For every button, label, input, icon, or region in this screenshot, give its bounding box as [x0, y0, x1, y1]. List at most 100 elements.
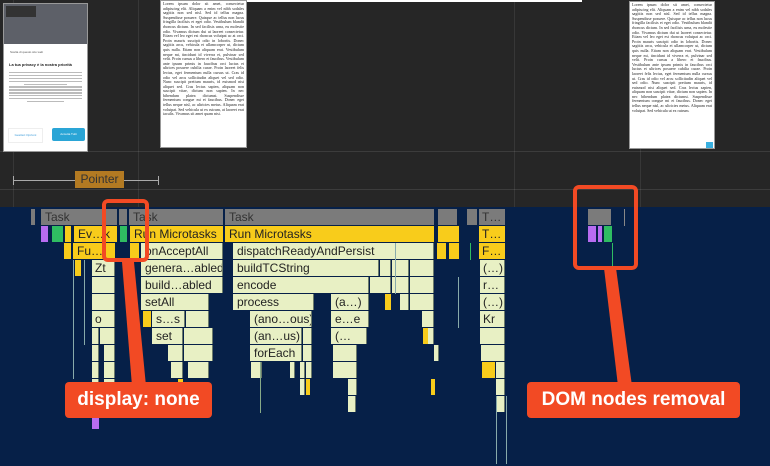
flame-entry[interactable]	[92, 294, 115, 310]
flame-entry[interactable]	[588, 226, 596, 242]
flame-entry[interactable]	[482, 362, 495, 378]
flame-entry[interactable]	[370, 277, 391, 293]
flame-entry[interactable]	[120, 226, 127, 242]
flame-entry-task[interactable]: Task	[225, 209, 434, 225]
flame-entry-genera-abled[interactable]: genera…abled	[141, 260, 223, 276]
flame-entry[interactable]	[392, 260, 409, 276]
flame-entry[interactable]	[104, 362, 115, 378]
flame-entry[interactable]	[168, 345, 183, 361]
flame-entry[interactable]	[300, 379, 305, 395]
flame-entry[interactable]	[348, 396, 356, 412]
flame-entry[interactable]	[348, 379, 357, 395]
flame-entry[interactable]	[438, 209, 457, 225]
flame-entry[interactable]	[380, 260, 391, 276]
flame-entry[interactable]	[119, 209, 127, 225]
flame-entry[interactable]	[422, 311, 434, 327]
flame-entry-anon-us[interactable]: (an…us)	[250, 328, 302, 344]
flame-entry[interactable]	[333, 345, 357, 361]
flame-entry[interactable]	[385, 294, 391, 310]
flame-entry-kr[interactable]: Kr	[480, 311, 505, 327]
filmstrip-frame-consent[interactable]: Scelta di questo sito web La tua privacy…	[3, 3, 88, 152]
flame-entry[interactable]	[306, 362, 312, 378]
flame-entry[interactable]	[496, 396, 505, 412]
flame-entry[interactable]	[143, 311, 151, 327]
flame-entry[interactable]	[480, 328, 505, 344]
flame-entry-o[interactable]: o	[92, 311, 115, 327]
flame-entry[interactable]	[434, 345, 439, 361]
flame-entry[interactable]	[496, 362, 505, 378]
flame-entry[interactable]	[303, 345, 312, 361]
flame-entry[interactable]	[64, 243, 71, 259]
flame-entry-paren[interactable]: (…)	[480, 294, 505, 310]
divider	[0, 151, 770, 152]
flame-entry-paren-open[interactable]: (…	[331, 328, 367, 344]
flame-entry[interactable]	[449, 243, 459, 259]
flame-entry-task[interactable]: Task	[41, 209, 117, 225]
flame-entry-task-short[interactable]: T…	[479, 209, 505, 225]
flame-entry[interactable]	[41, 226, 48, 242]
flame-entry[interactable]	[428, 328, 434, 344]
flame-entry[interactable]	[392, 277, 409, 293]
flame-entry[interactable]	[31, 209, 35, 225]
flame-entry-encode[interactable]: encode	[233, 277, 369, 293]
flame-entry-function-short[interactable]: F…	[479, 243, 505, 259]
flame-entry-anon-a[interactable]: (a…)	[331, 294, 369, 310]
flame-entry[interactable]	[400, 294, 409, 310]
flame-entry-set[interactable]: set	[152, 328, 183, 344]
flame-entry[interactable]	[410, 277, 434, 293]
flame-entry[interactable]	[410, 260, 434, 276]
filmstrip-frame-article-after[interactable]: Lorem ipsum dolor sit amet, consectetur …	[629, 1, 715, 149]
flame-entry[interactable]	[410, 294, 434, 310]
flame-entry[interactable]	[184, 345, 213, 361]
flame-entry[interactable]	[171, 362, 183, 378]
flame-entry[interactable]	[588, 209, 611, 225]
flame-entry[interactable]	[481, 345, 505, 361]
flame-entry-zt[interactable]: Zt	[92, 260, 115, 276]
flame-entry[interactable]	[431, 379, 435, 395]
flame-entry-paren[interactable]: (…)	[480, 260, 505, 276]
flame-entry[interactable]	[186, 311, 209, 327]
filmstrip-frame-article[interactable]: Lorem ipsum dolor sit amet, consectetur …	[160, 0, 247, 148]
flame-entry-process[interactable]: process	[233, 294, 314, 310]
flame-entry[interactable]	[303, 328, 312, 344]
flame-entry[interactable]	[438, 226, 459, 242]
flame-entry[interactable]	[92, 277, 115, 293]
flame-entry-anon-ous[interactable]: (ano…ous)	[250, 311, 312, 327]
flame-entry[interactable]	[92, 413, 99, 429]
pointer-interaction[interactable]: Pointer	[75, 171, 124, 188]
flame-entry[interactable]	[92, 345, 99, 361]
flame-entry[interactable]	[290, 362, 295, 378]
flame-entry-build-tc-string[interactable]: buildTCString	[233, 260, 379, 276]
flame-entry-build-abled[interactable]: build…abled	[141, 277, 223, 293]
flame-entry-run-microtasks[interactable]: Run Microtasks	[130, 226, 223, 242]
flame-entry[interactable]	[92, 362, 99, 378]
flame-entry[interactable]	[104, 345, 115, 361]
flame-entry-for-each[interactable]: forEach	[250, 345, 302, 361]
flame-entry[interactable]	[598, 226, 602, 242]
flame-entry[interactable]	[65, 226, 71, 242]
flame-entry-on-accept-all[interactable]: onAcceptAll	[141, 243, 223, 259]
flame-entry-set-all[interactable]: setAll	[141, 294, 209, 310]
flame-entry[interactable]	[333, 362, 357, 378]
flame-entry[interactable]	[604, 226, 612, 242]
flame-entry[interactable]	[100, 328, 115, 344]
flame-entry-dispatch[interactable]: dispatchReadyAndPersist	[233, 243, 434, 259]
flame-entry-run-microtasks[interactable]: Run Microtasks	[225, 226, 434, 242]
flame-entry[interactable]	[496, 379, 505, 395]
flame-entry[interactable]	[467, 209, 477, 225]
flame-entry[interactable]	[52, 226, 63, 242]
flame-entry-e-e[interactable]: e…e	[331, 311, 369, 327]
flame-trace	[624, 209, 625, 226]
flame-entry[interactable]	[188, 362, 209, 378]
flame-entry[interactable]	[306, 379, 310, 395]
flame-entry[interactable]	[184, 328, 213, 344]
flame-entry-r[interactable]: r…	[480, 277, 505, 293]
flame-entry[interactable]	[251, 362, 262, 378]
flame-entry[interactable]	[130, 243, 139, 259]
flame-entry[interactable]	[92, 328, 99, 344]
flame-entry[interactable]	[300, 362, 305, 378]
flame-entry[interactable]	[75, 260, 81, 276]
flame-entry-s-s[interactable]: s…s	[152, 311, 185, 327]
flame-entry[interactable]	[437, 243, 446, 259]
flame-entry-task-short[interactable]: T…	[479, 226, 505, 242]
